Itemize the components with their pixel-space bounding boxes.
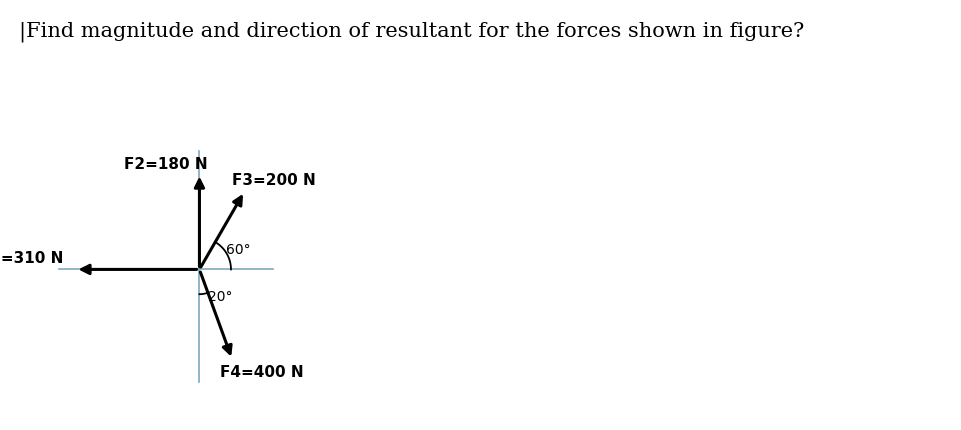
- Text: F2=180 N: F2=180 N: [124, 157, 208, 172]
- Text: |Find magnitude and direction of resultant for the forces shown in figure?: |Find magnitude and direction of resulta…: [19, 22, 803, 42]
- Text: F1=310 N: F1=310 N: [0, 251, 63, 266]
- Text: 20°: 20°: [209, 290, 233, 304]
- Text: F4=400 N: F4=400 N: [219, 366, 303, 381]
- Text: 60°: 60°: [226, 243, 251, 258]
- Text: F3=200 N: F3=200 N: [232, 172, 315, 187]
